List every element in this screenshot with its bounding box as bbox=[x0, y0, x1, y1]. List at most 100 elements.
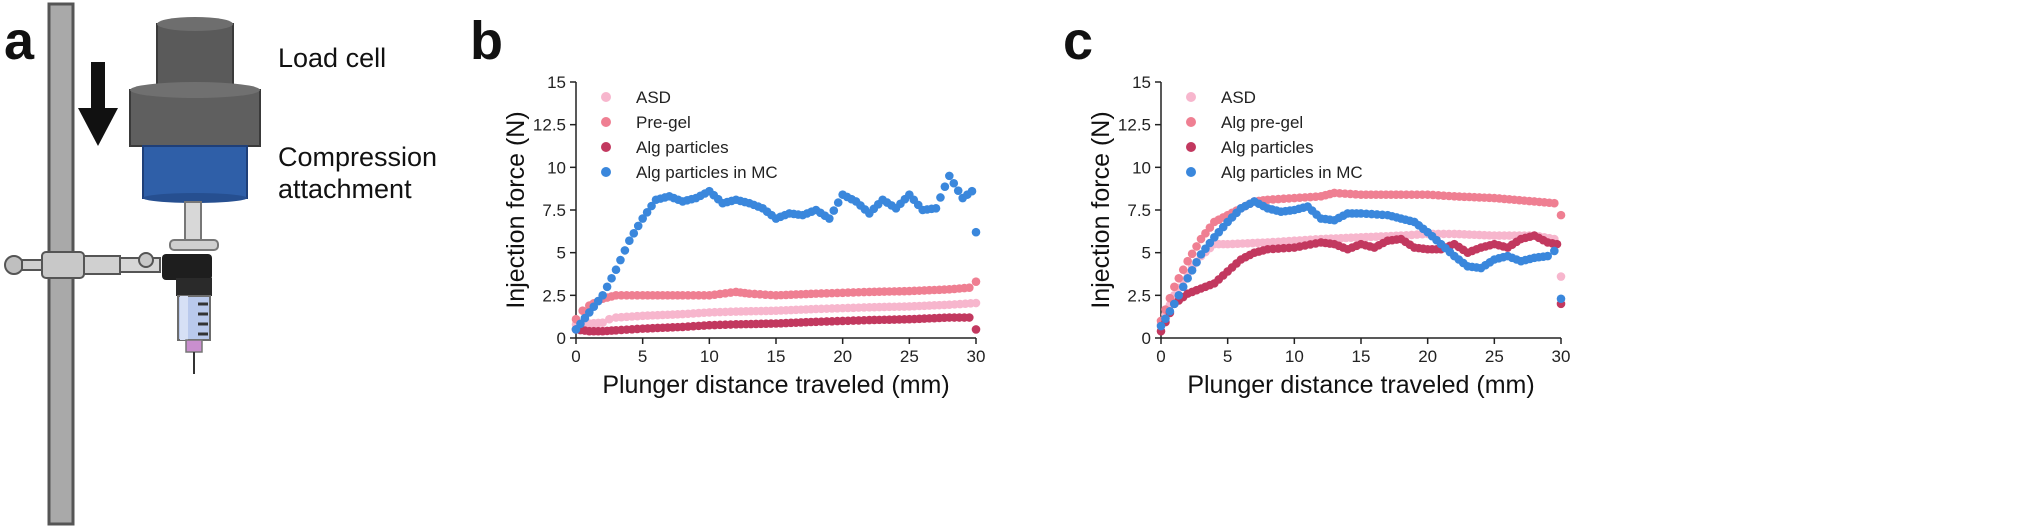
data-point bbox=[578, 306, 587, 315]
load-cell-label: Load cell bbox=[278, 43, 387, 73]
legend-label: Alg particles in MC bbox=[1221, 163, 1363, 182]
data-point bbox=[945, 171, 954, 181]
data-point bbox=[1174, 273, 1184, 283]
syringe bbox=[176, 278, 212, 374]
data-point bbox=[1156, 321, 1166, 331]
plunger-rod bbox=[184, 201, 202, 243]
data-point bbox=[625, 236, 634, 246]
y-tick-label: 5 bbox=[1142, 244, 1151, 263]
data-point bbox=[936, 193, 945, 202]
data-point bbox=[1178, 282, 1188, 292]
plot-area-b: 0 2.5 5 7.5 10 12.5 15 0 5 10 15 20 25 30 Plunger dist… bbox=[502, 73, 985, 399]
load-cell bbox=[129, 17, 261, 147]
y-tick-label: 7.5 bbox=[542, 201, 566, 220]
data-point bbox=[616, 255, 625, 265]
data-point bbox=[629, 229, 639, 238]
y-tick-label: 10 bbox=[1132, 158, 1151, 177]
y-axis-label: Injection force (N) bbox=[1087, 111, 1115, 308]
y-tick-label: 0 bbox=[557, 329, 566, 348]
legend-label: Alg pre-gel bbox=[1221, 113, 1303, 132]
x-tick-label: 20 bbox=[1418, 347, 1437, 366]
data-point bbox=[633, 221, 643, 231]
legend-marker bbox=[1186, 142, 1196, 152]
y-tick-label: 10 bbox=[547, 158, 566, 177]
x-tick-label: 25 bbox=[1485, 347, 1504, 366]
x-tick-label: 20 bbox=[833, 347, 852, 366]
data-point bbox=[949, 178, 959, 188]
series-pregel bbox=[571, 277, 981, 324]
legend-label: ASD bbox=[1221, 88, 1256, 107]
data-point bbox=[1174, 291, 1184, 300]
data-point bbox=[1161, 314, 1170, 323]
series-alg-particles bbox=[1156, 231, 1566, 336]
downward-arrow-icon bbox=[78, 62, 118, 146]
plunger-head bbox=[169, 239, 219, 251]
legend-marker bbox=[1186, 117, 1196, 127]
series-alg-mc bbox=[571, 171, 981, 334]
legend-label: Alg particles bbox=[636, 138, 729, 157]
injection-apparatus-diagram bbox=[4, 2, 261, 526]
x-tick-label: 10 bbox=[1285, 347, 1304, 366]
data-point bbox=[953, 186, 963, 195]
data-point bbox=[965, 283, 974, 292]
data-point bbox=[1183, 273, 1192, 283]
x-tick-label: 15 bbox=[767, 347, 786, 366]
data-point bbox=[1556, 272, 1566, 281]
data-point bbox=[1556, 294, 1566, 304]
data-point bbox=[1556, 210, 1566, 220]
series-alg-mc bbox=[1156, 197, 1566, 331]
data-point bbox=[620, 246, 630, 255]
data-point bbox=[825, 214, 834, 223]
chart-b: 0 2.5 5 7.5 10 12.5 15 0 5 10 15 20 25 30 Plunger dist… bbox=[502, 73, 985, 399]
data-point bbox=[1187, 249, 1197, 259]
panel-label-a: a bbox=[4, 11, 35, 71]
x-tick-label: 25 bbox=[900, 347, 919, 366]
y-axis-label: Injection force (N) bbox=[502, 111, 530, 308]
x-tick-label: 0 bbox=[571, 347, 580, 366]
compression-attachment-label-line2: attachment bbox=[278, 174, 412, 204]
legend-marker bbox=[601, 167, 611, 177]
x-axis-label: Plunger distance traveled (mm) bbox=[1187, 371, 1534, 399]
plot-area-c: 0 2.5 5 7.5 10 12.5 15 0 5 10 15 20 25 30 Plunger dist… bbox=[1087, 73, 1570, 399]
data-point bbox=[1192, 242, 1201, 251]
legend-marker bbox=[1186, 92, 1196, 102]
panel-label-b: b bbox=[470, 11, 503, 71]
data-point bbox=[1543, 251, 1552, 261]
x-tick-label: 15 bbox=[1352, 347, 1371, 366]
y-tick-label: 2.5 bbox=[542, 286, 566, 305]
data-point bbox=[638, 214, 647, 223]
x-tick-label: 0 bbox=[1156, 347, 1165, 366]
legend-label: Alg particles bbox=[1221, 138, 1314, 157]
data-point bbox=[971, 325, 981, 334]
x-tick-label: 5 bbox=[638, 347, 647, 366]
clamp-arm bbox=[4, 251, 212, 280]
data-point bbox=[647, 201, 656, 211]
data-point bbox=[1165, 306, 1175, 316]
data-point bbox=[611, 265, 621, 275]
legend-marker bbox=[1186, 167, 1196, 177]
y-tick-label: 7.5 bbox=[1127, 201, 1151, 220]
data-point bbox=[971, 227, 981, 237]
data-point bbox=[971, 277, 981, 286]
y-tick-label: 0 bbox=[1142, 329, 1151, 348]
series-alg-particles bbox=[571, 313, 981, 336]
data-point bbox=[642, 207, 652, 217]
x-tick-label: 5 bbox=[1223, 347, 1232, 366]
y-tick-label: 5 bbox=[557, 244, 566, 263]
data-point bbox=[829, 206, 839, 215]
data-point bbox=[1192, 258, 1201, 267]
data-point bbox=[833, 198, 843, 207]
legend-label: Alg particles in MC bbox=[636, 163, 778, 182]
data-point bbox=[1187, 266, 1197, 275]
x-tick-label: 30 bbox=[1552, 347, 1571, 366]
legend-marker bbox=[601, 92, 611, 102]
panel-label-c: c bbox=[1063, 11, 1094, 71]
data-point bbox=[598, 291, 607, 300]
data-point bbox=[971, 298, 981, 308]
legend-label: Pre-gel bbox=[636, 113, 691, 132]
data-point bbox=[1550, 198, 1559, 208]
y-tick-label: 12.5 bbox=[533, 116, 566, 135]
data-point bbox=[1170, 282, 1179, 292]
data-point bbox=[940, 182, 950, 191]
legend-marker bbox=[601, 142, 611, 152]
